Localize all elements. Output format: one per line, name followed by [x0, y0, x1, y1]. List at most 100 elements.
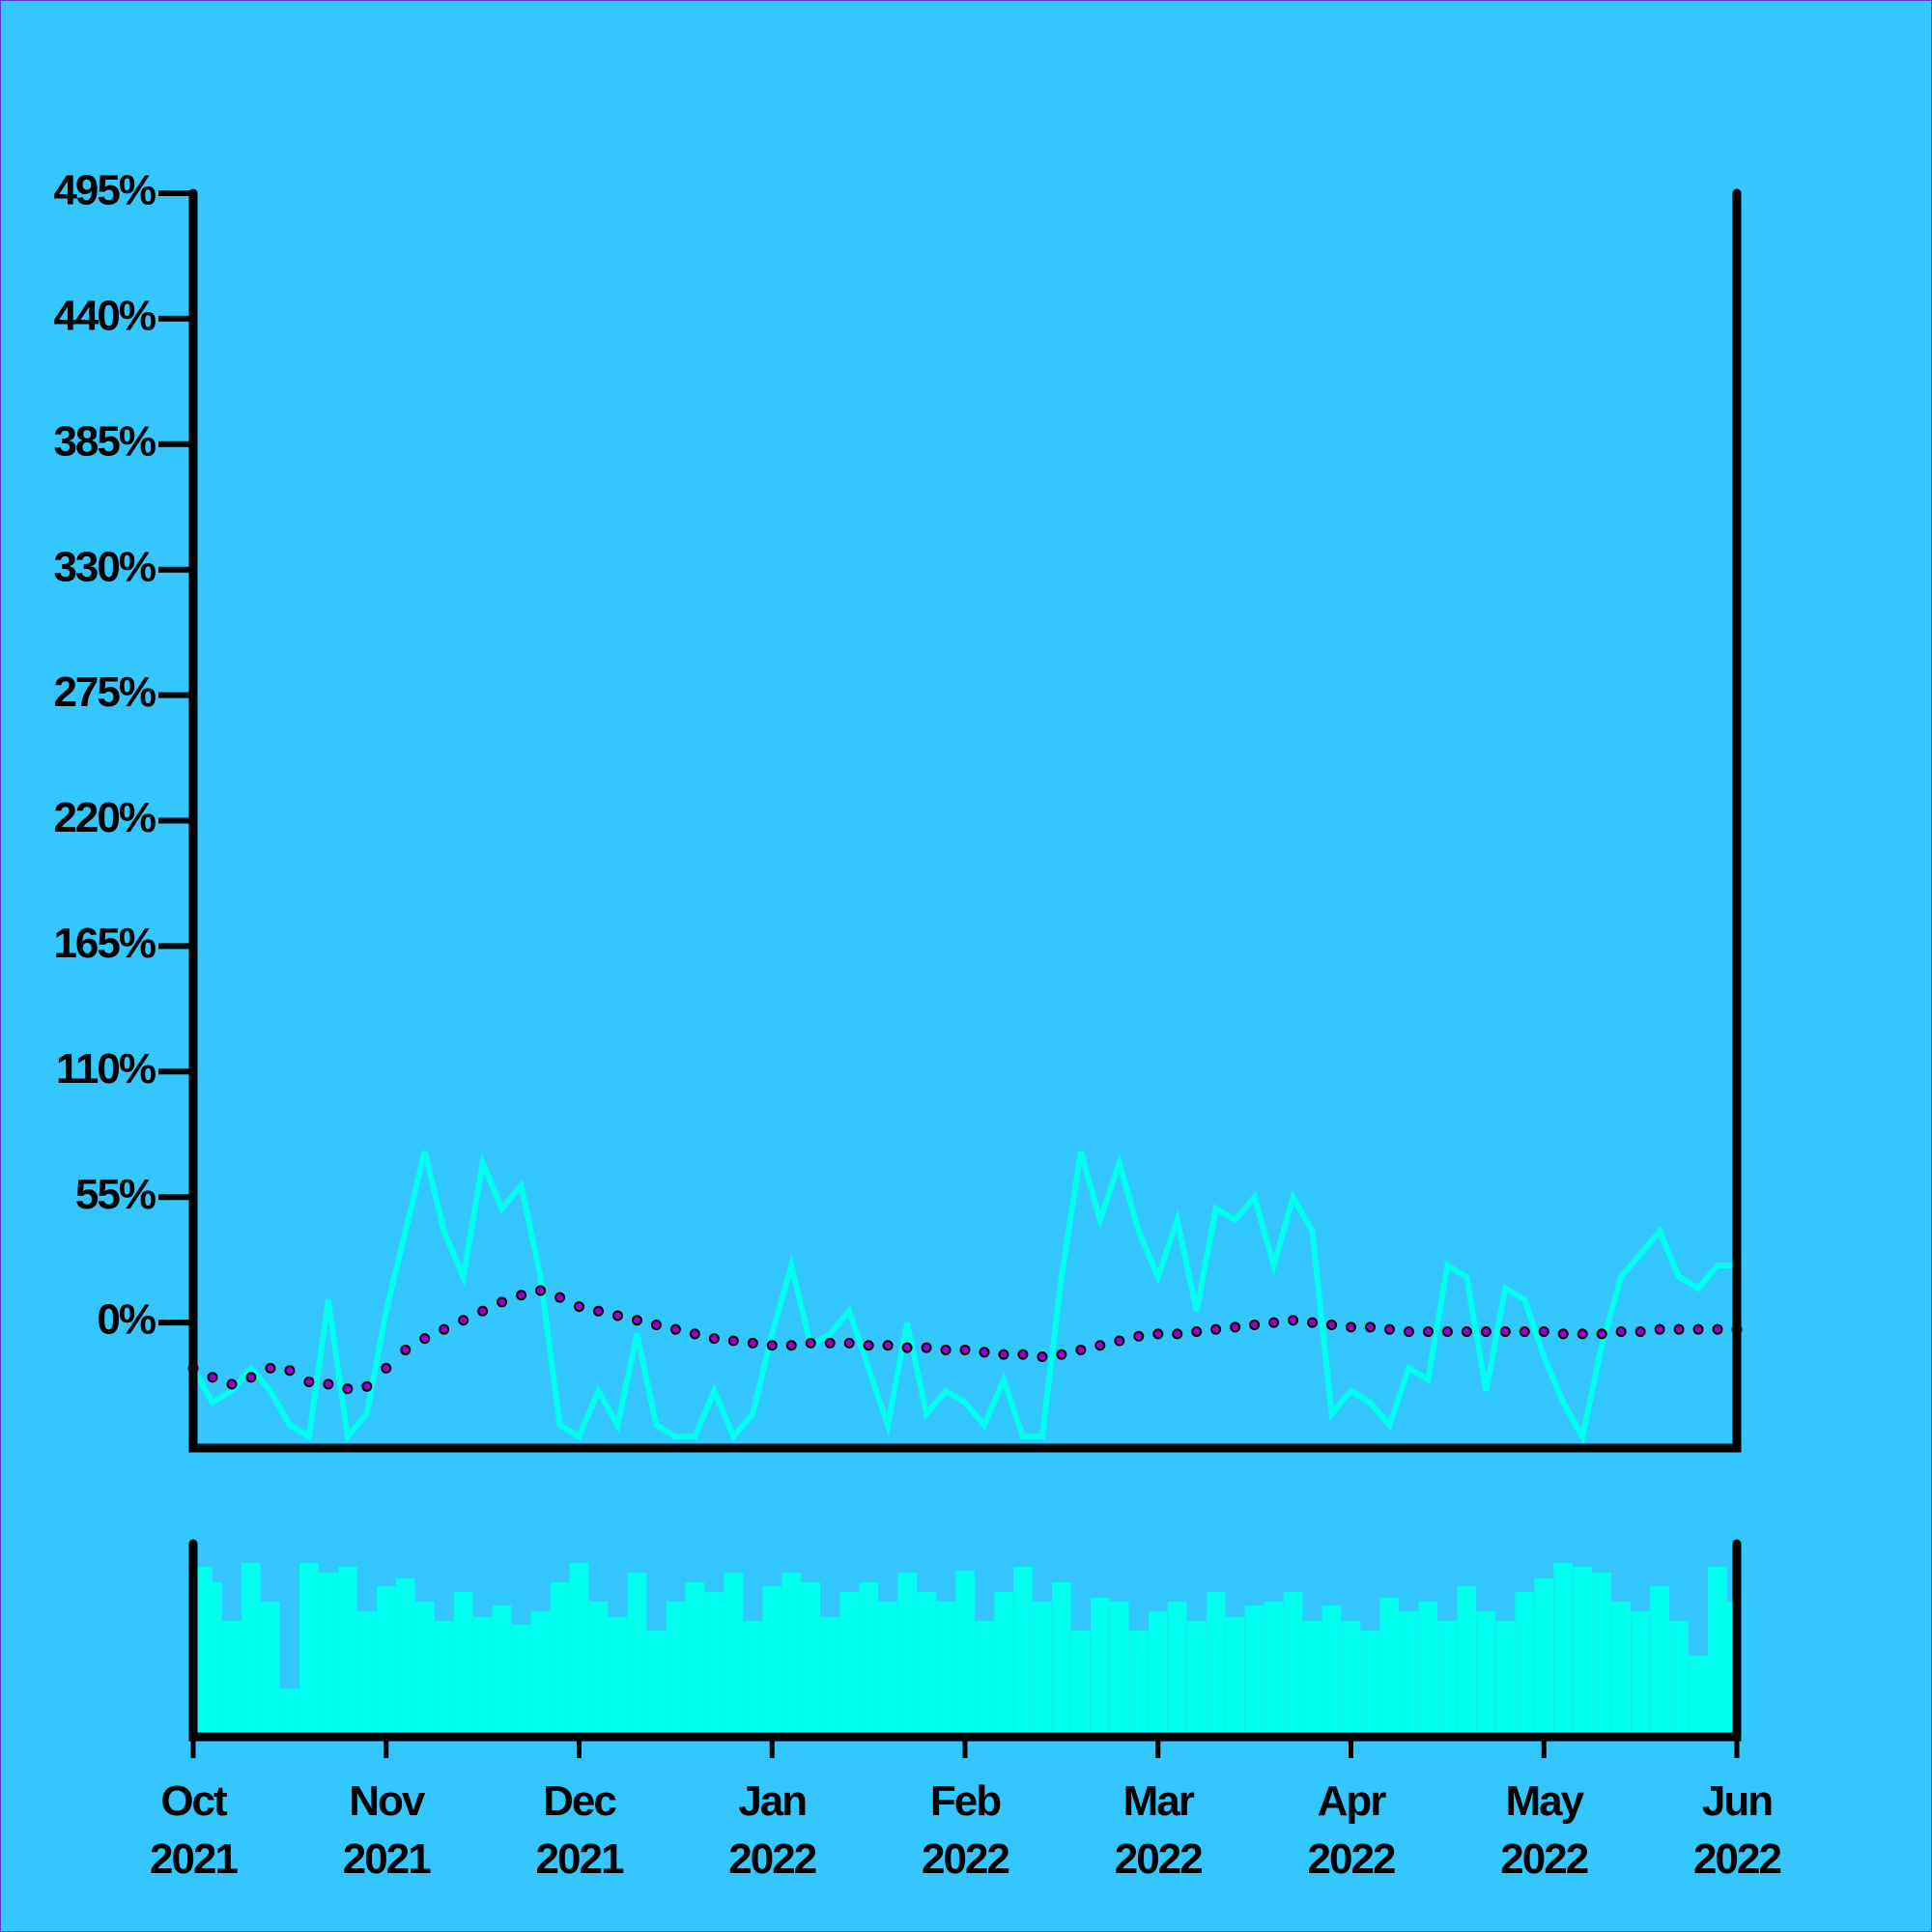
ma-dot — [1152, 1328, 1164, 1340]
volume-bar — [646, 1631, 667, 1737]
volume-bar — [627, 1573, 647, 1737]
ma-dot — [611, 1310, 623, 1321]
volume-bar — [298, 1563, 319, 1737]
y-tick-label: 0% — [97, 1296, 155, 1344]
volume-bar — [1457, 1586, 1477, 1737]
ma-dot — [361, 1380, 373, 1392]
ma-dot — [284, 1365, 296, 1377]
ma-dot — [631, 1315, 642, 1326]
volume-bar — [820, 1617, 840, 1737]
volume-bar — [1476, 1611, 1496, 1737]
ma-dot — [1210, 1323, 1222, 1335]
volume-bar — [261, 1602, 280, 1737]
volume-bar — [1573, 1567, 1593, 1737]
volume-bar — [1225, 1617, 1245, 1737]
volume-bar — [1167, 1602, 1187, 1737]
ma-dot — [1403, 1326, 1414, 1338]
ma-dot — [1441, 1326, 1453, 1338]
ma-dot — [1577, 1328, 1588, 1340]
y-tick-label: 440% — [53, 293, 155, 340]
volume-bar — [569, 1563, 589, 1737]
volume-bar — [724, 1573, 744, 1737]
ma-dot — [1326, 1319, 1338, 1330]
y-tick-label: 385% — [53, 417, 155, 465]
y-tick-label: 165% — [53, 920, 155, 967]
ma-dot — [650, 1319, 662, 1330]
ma-dot — [1191, 1326, 1203, 1338]
volume-bar — [1650, 1586, 1669, 1737]
volume-bar — [897, 1573, 917, 1737]
ma-dot — [1596, 1328, 1607, 1340]
ma-dot — [689, 1328, 700, 1340]
ma-dot — [785, 1340, 797, 1351]
volume-bar — [472, 1617, 493, 1737]
ma-dot — [1268, 1317, 1280, 1328]
volume-bar — [955, 1571, 975, 1737]
volume-bar — [936, 1602, 955, 1737]
volume-bar — [530, 1611, 551, 1737]
ma-dot — [1654, 1323, 1665, 1335]
volume-bar — [280, 1689, 299, 1737]
x-tick-label: Feb 2022 — [922, 1777, 1010, 1883]
ma-dot — [882, 1340, 894, 1351]
volume-bar — [878, 1602, 897, 1737]
volume-bar — [222, 1621, 242, 1737]
volume-bar — [1283, 1592, 1303, 1737]
ma-dot — [708, 1333, 720, 1345]
ma-dot — [342, 1383, 354, 1395]
ma-dot — [998, 1349, 1009, 1360]
volume-bar — [1611, 1602, 1632, 1737]
volume-bar — [1495, 1621, 1516, 1737]
ma-dot — [400, 1344, 412, 1355]
volume-bar — [356, 1611, 377, 1737]
volume-bar — [1515, 1592, 1535, 1737]
volume-bar — [376, 1586, 396, 1737]
volume-bar — [762, 1586, 782, 1737]
volume-bar — [1592, 1573, 1612, 1737]
volume-bar — [1109, 1602, 1129, 1737]
ma-dot — [1172, 1328, 1183, 1340]
volume-bar — [492, 1605, 512, 1737]
ma-dot — [940, 1344, 952, 1355]
volume-bar — [203, 1582, 222, 1737]
ma-dot — [1307, 1317, 1319, 1328]
volume-bar — [1090, 1598, 1110, 1737]
ma-dot — [1364, 1321, 1376, 1333]
ma-dot — [323, 1378, 334, 1390]
ma-dot — [1383, 1323, 1395, 1335]
volume-bar — [975, 1621, 994, 1737]
volume-bar — [318, 1573, 338, 1737]
volume-bar — [1399, 1611, 1419, 1737]
ma-dot — [1230, 1321, 1241, 1333]
axis-frame — [188, 1539, 1742, 1742]
ma-dot — [901, 1342, 913, 1353]
volume-bar — [1302, 1621, 1322, 1737]
volume-bar — [588, 1602, 609, 1737]
y-tick-label: 220% — [53, 794, 155, 841]
ma-dot — [1712, 1323, 1723, 1335]
volume-bar — [242, 1563, 261, 1737]
ma-dot — [959, 1344, 971, 1355]
volume-bar — [1264, 1602, 1284, 1737]
volume-bar — [801, 1582, 821, 1737]
ma-dot — [1634, 1326, 1646, 1338]
volume-bar — [1534, 1578, 1554, 1737]
volume-bar — [395, 1578, 415, 1737]
volume-bar — [550, 1582, 570, 1737]
ma-dot — [669, 1323, 681, 1335]
ma-dot — [458, 1315, 469, 1326]
volume-bar — [1070, 1631, 1091, 1737]
ma-dot — [1249, 1319, 1261, 1330]
volume-bar — [1186, 1621, 1207, 1737]
ma-dot — [1692, 1323, 1704, 1335]
volume-bar — [1321, 1605, 1342, 1737]
ma-dot — [1422, 1326, 1434, 1338]
ma-dot — [1056, 1349, 1067, 1360]
ma-dot — [843, 1337, 855, 1349]
volume-bar — [511, 1625, 531, 1737]
ma-dot — [226, 1378, 238, 1390]
ma-dot — [554, 1292, 566, 1303]
x-tick-label: May 2022 — [1500, 1777, 1589, 1883]
